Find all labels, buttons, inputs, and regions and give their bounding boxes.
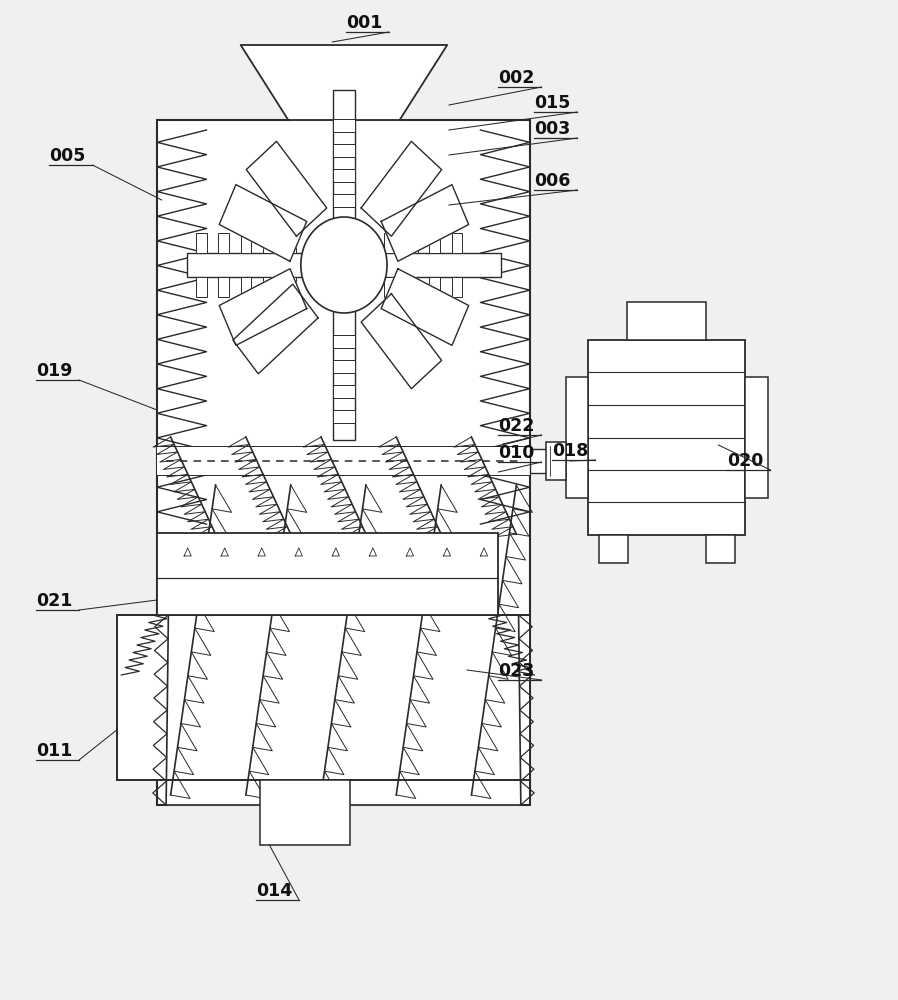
Bar <box>333 335 355 348</box>
Bar <box>187 253 501 277</box>
Bar <box>117 615 530 780</box>
Bar <box>384 233 395 253</box>
Polygon shape <box>219 269 307 345</box>
Text: 020: 020 <box>727 452 764 470</box>
Bar <box>628 302 706 340</box>
Bar <box>429 277 440 297</box>
Polygon shape <box>295 548 303 556</box>
Polygon shape <box>381 185 469 261</box>
Text: 021: 021 <box>36 592 73 610</box>
Bar <box>333 360 355 373</box>
Text: 006: 006 <box>534 172 571 190</box>
Text: 005: 005 <box>49 147 86 165</box>
Bar <box>263 277 274 297</box>
Bar <box>218 233 229 253</box>
Bar <box>241 233 251 253</box>
Polygon shape <box>381 269 469 345</box>
Bar <box>333 385 355 398</box>
Bar <box>333 119 355 132</box>
Polygon shape <box>332 548 339 556</box>
Bar <box>745 377 768 498</box>
Bar <box>452 233 462 253</box>
Bar <box>286 233 296 253</box>
Bar <box>333 169 355 182</box>
Bar <box>333 410 355 423</box>
Bar <box>263 233 274 253</box>
Text: 015: 015 <box>534 94 571 112</box>
Bar <box>333 194 355 207</box>
Text: 001: 001 <box>346 14 383 32</box>
Bar <box>546 442 566 480</box>
Text: 011: 011 <box>36 742 73 760</box>
Circle shape <box>301 217 387 313</box>
Bar <box>218 277 229 297</box>
Polygon shape <box>241 45 447 120</box>
Text: 022: 022 <box>498 417 535 435</box>
Text: 019: 019 <box>36 362 73 380</box>
Text: 010: 010 <box>498 444 535 462</box>
Text: 002: 002 <box>498 69 535 87</box>
Text: 003: 003 <box>534 120 570 138</box>
Bar <box>196 233 207 253</box>
Bar <box>196 277 207 297</box>
Bar <box>333 90 355 440</box>
Bar <box>429 233 440 253</box>
Polygon shape <box>246 141 327 236</box>
Bar <box>157 120 530 805</box>
Polygon shape <box>219 185 307 261</box>
Polygon shape <box>361 294 442 389</box>
Text: 023: 023 <box>498 662 534 680</box>
Bar <box>452 277 462 297</box>
Polygon shape <box>406 548 413 556</box>
Polygon shape <box>258 548 266 556</box>
Text: 018: 018 <box>552 442 589 460</box>
Bar <box>362 233 373 253</box>
Polygon shape <box>184 548 191 556</box>
Polygon shape <box>361 141 442 236</box>
Bar <box>286 277 296 297</box>
Bar <box>588 340 745 535</box>
Bar <box>384 277 395 297</box>
Polygon shape <box>480 548 488 556</box>
Bar <box>157 447 530 475</box>
Polygon shape <box>444 548 451 556</box>
Polygon shape <box>221 548 228 556</box>
Text: 014: 014 <box>256 882 292 900</box>
Bar <box>241 277 251 297</box>
Bar <box>407 277 418 297</box>
Bar <box>530 449 566 473</box>
Polygon shape <box>166 615 521 805</box>
Polygon shape <box>233 284 318 374</box>
Bar <box>260 780 350 845</box>
Bar <box>566 377 588 498</box>
Bar <box>706 535 735 563</box>
Bar <box>407 233 418 253</box>
Bar <box>333 144 355 157</box>
Polygon shape <box>369 548 376 556</box>
Bar <box>599 535 628 563</box>
Bar <box>362 277 373 297</box>
Bar <box>157 533 498 615</box>
